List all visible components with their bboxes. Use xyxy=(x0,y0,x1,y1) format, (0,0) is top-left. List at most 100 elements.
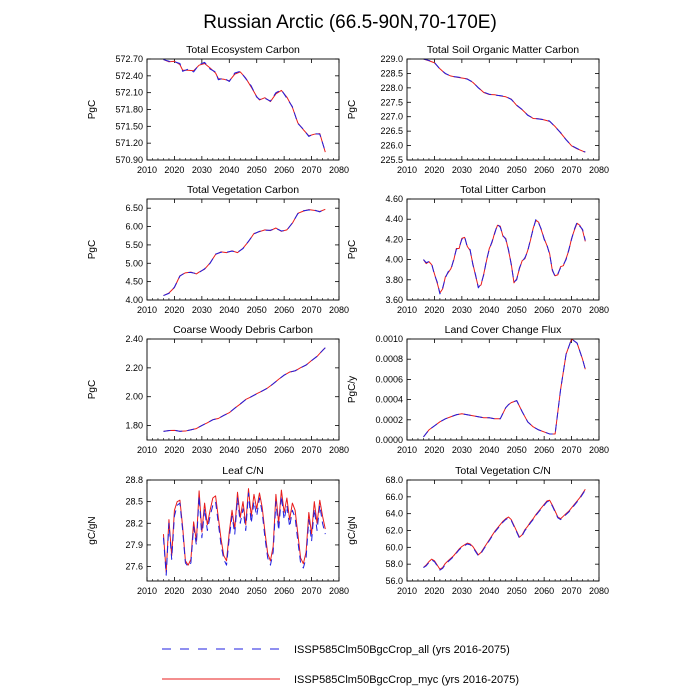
series-line-all xyxy=(163,347,326,432)
x-tick-label: 2020 xyxy=(164,586,184,596)
y-tick-label: 571.20 xyxy=(115,138,143,148)
y-tick-label: 28.2 xyxy=(125,518,143,528)
plot-frame xyxy=(146,479,340,582)
x-tick-label: 2040 xyxy=(219,305,239,315)
y-tick-label: 66.0 xyxy=(385,492,403,502)
panel-title: Total Soil Organic Matter Carbon xyxy=(427,44,579,56)
plot-frame xyxy=(146,338,340,441)
y-tick-label: 27.9 xyxy=(125,540,143,550)
x-tick-label: 2010 xyxy=(137,445,157,455)
x-tick-label: 2070 xyxy=(562,165,582,175)
y-tick-label: 572.40 xyxy=(115,71,143,81)
x-tick-label: 2010 xyxy=(137,305,157,315)
y-tick-label: 570.90 xyxy=(115,155,143,165)
x-tick-label: 2020 xyxy=(424,305,444,315)
y-tick-label: 572.10 xyxy=(115,88,143,98)
x-tick-label: 2050 xyxy=(507,305,527,315)
chart-panel-4: Total Litter Carbon PgC 2010 2020 2030 2040 20… xyxy=(347,184,609,315)
x-tick-label: 2040 xyxy=(219,445,239,455)
y-tick-label: 227.0 xyxy=(380,112,403,122)
y-axis-label: PgC xyxy=(87,380,98,399)
x-tick-label: 2070 xyxy=(302,445,322,455)
x-tick-label: 2020 xyxy=(424,586,444,596)
x-tick-label: 2010 xyxy=(397,305,417,315)
y-tick-label: 0.0000 xyxy=(375,435,403,445)
x-tick-label: 2010 xyxy=(397,586,417,596)
chart-panel-5: Coarse Woody Debris Carbon PgC 2010 2020 203… xyxy=(87,324,349,455)
x-tick-label: 2070 xyxy=(302,586,322,596)
x-tick-label: 2050 xyxy=(507,445,527,455)
x-tick-label: 2030 xyxy=(452,305,472,315)
y-tick-label: 1.80 xyxy=(125,421,143,431)
y-tick-label: 2.20 xyxy=(125,363,143,373)
y-tick-label: 62.0 xyxy=(385,526,403,536)
panel-title: Leaf C/N xyxy=(222,465,263,477)
x-tick-label: 2020 xyxy=(164,165,184,175)
series-line-all xyxy=(163,59,326,152)
y-tick-label: 28.5 xyxy=(125,497,143,507)
y-tick-label: 0.0002 xyxy=(375,415,403,425)
y-tick-label: 226.5 xyxy=(380,126,403,136)
y-tick-label: 571.80 xyxy=(115,105,143,115)
x-tick-label: 2010 xyxy=(137,165,157,175)
plot-frame xyxy=(406,338,600,441)
series-line-myc xyxy=(423,338,586,438)
series-line-all xyxy=(423,218,586,295)
y-tick-label: 6.50 xyxy=(125,203,143,213)
y-tick-label: 227.5 xyxy=(380,97,403,107)
x-tick-label: 2020 xyxy=(424,445,444,455)
y-tick-label: 225.5 xyxy=(380,155,403,165)
x-tick-label: 2060 xyxy=(274,165,294,175)
x-tick-label: 2080 xyxy=(329,305,349,315)
series-line-myc xyxy=(162,488,326,573)
chart-panel-8: Total Vegetation C/N gC/gN 2010 2020 2030 204… xyxy=(347,465,609,596)
y-tick-label: 58.0 xyxy=(385,559,403,569)
x-tick-label: 2080 xyxy=(589,445,609,455)
y-tick-label: 0.0006 xyxy=(375,374,403,384)
y-axis-label: PgC xyxy=(347,100,358,119)
legend-label-2: ISSP585Clm50BgcCrop_myc (yrs 2016-2075) xyxy=(294,674,519,686)
y-axis-label: PgC xyxy=(347,240,358,259)
plot-frame xyxy=(406,58,600,161)
y-tick-label: 3.60 xyxy=(385,295,403,305)
x-tick-label: 2050 xyxy=(507,586,527,596)
y-axis-label: PgC xyxy=(87,100,98,119)
y-tick-label: 2.40 xyxy=(125,334,143,344)
y-tick-label: 4.00 xyxy=(385,255,403,265)
series-line-all xyxy=(423,489,586,571)
x-tick-label: 2030 xyxy=(192,305,212,315)
y-tick-label: 64.0 xyxy=(385,509,403,519)
x-tick-label: 2080 xyxy=(329,445,349,455)
series-line-myc xyxy=(163,208,326,297)
panel-title: Coarse Woody Debris Carbon xyxy=(173,324,313,336)
x-tick-label: 2050 xyxy=(247,445,267,455)
legend: ISSP585Clm50BgcCrop_all (yrs 2016-2075) I… xyxy=(162,644,519,686)
plot-frame xyxy=(146,198,340,301)
chart-panels: Total Ecosystem Carbon PgC 2010 2020 2030 204… xyxy=(87,44,609,596)
chart-panel-3: Total Vegetation Carbon PgC 2010 2020 2030 20… xyxy=(87,184,349,315)
x-tick-label: 2070 xyxy=(302,305,322,315)
y-tick-label: 5.00 xyxy=(125,258,143,268)
x-tick-label: 2010 xyxy=(397,445,417,455)
x-tick-label: 2080 xyxy=(589,586,609,596)
y-tick-label: 56.0 xyxy=(385,576,403,586)
x-tick-label: 2040 xyxy=(479,305,499,315)
y-tick-label: 228.0 xyxy=(380,83,403,93)
x-tick-label: 2030 xyxy=(192,445,212,455)
y-tick-label: 27.6 xyxy=(125,562,143,572)
x-tick-label: 2060 xyxy=(534,305,554,315)
chart-panel-6: Land Cover Change Flux PgC/y 2010 2020 2030 2… xyxy=(347,324,609,455)
x-tick-label: 2010 xyxy=(137,586,157,596)
x-tick-label: 2050 xyxy=(507,165,527,175)
x-tick-label: 2040 xyxy=(219,586,239,596)
series-line-myc xyxy=(423,58,586,153)
series-line-myc xyxy=(163,347,326,432)
y-tick-label: 4.00 xyxy=(125,295,143,305)
series-line-all xyxy=(162,492,326,576)
x-tick-label: 2020 xyxy=(424,165,444,175)
y-tick-label: 572.70 xyxy=(115,54,143,64)
y-tick-label: 5.50 xyxy=(125,240,143,250)
y-tick-label: 2.00 xyxy=(125,392,143,402)
